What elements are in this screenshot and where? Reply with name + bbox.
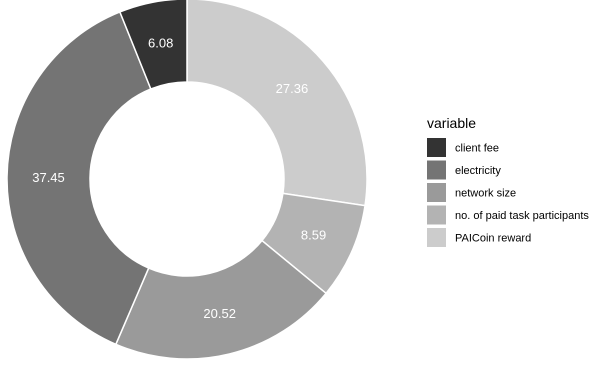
- slice-network-size: [114, 239, 328, 360]
- legend-swatch-network-size: [427, 183, 446, 202]
- slice-client-fee: [118, 0, 188, 90]
- legend-label-electricity: electricity: [455, 165, 501, 177]
- slice-value-label-network-size: 20.52: [203, 306, 236, 321]
- legend-label-paicoin-reward: PAICoin reward: [455, 233, 531, 245]
- legend-label-no-of-paid-task-participants: no. of paid task participants: [455, 210, 589, 222]
- legend-swatch-no-of-paid-task-participants: [427, 205, 446, 225]
- slice-value-label-no-of-paid-task-participants: 8.59: [301, 228, 326, 243]
- slice-electricity: [6, 10, 152, 346]
- donut-value-labels: 27.36 8.59 20.52 37.45 6.08: [32, 36, 326, 322]
- legend-title: variable: [427, 115, 476, 131]
- legend-label-client-fee: client fee: [455, 143, 499, 155]
- slice-paicoin-reward: [186, 0, 368, 207]
- legend-swatch-client-fee: [427, 138, 446, 157]
- legend: variable client fee electricity network si…: [427, 115, 589, 247]
- legend-label-network-size: network size: [455, 188, 516, 200]
- legend-swatch-electricity: [427, 160, 446, 180]
- legend-items: client fee electricity network size no. of …: [427, 138, 589, 247]
- legend-swatch-paicoin-reward: [427, 228, 446, 247]
- slice-value-label-paicoin-reward: 27.36: [276, 81, 309, 96]
- slice-value-label-electricity: 37.45: [32, 170, 65, 185]
- slice-value-label-client-fee: 6.08: [148, 36, 173, 51]
- donut-slices: [6, 0, 368, 360]
